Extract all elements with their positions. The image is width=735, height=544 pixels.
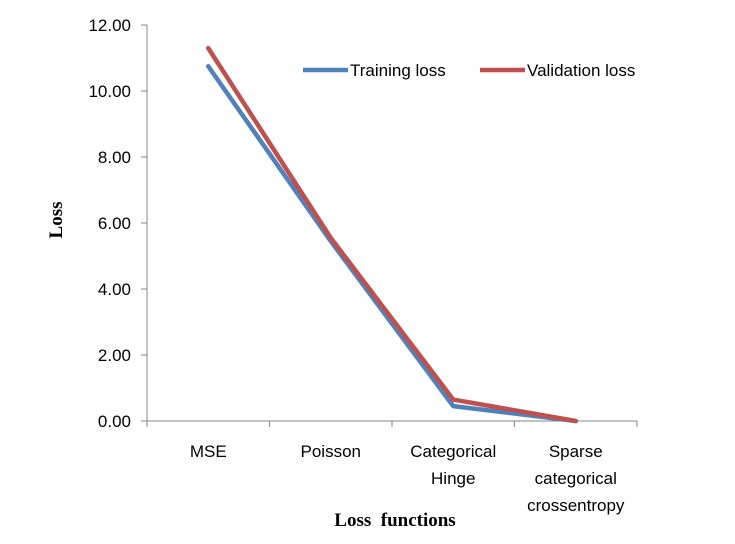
x-tick-label: Poisson	[301, 442, 361, 461]
series-layer	[206, 45, 578, 424]
y-tick-label: 8.00	[98, 148, 131, 167]
y-tick-label: 12.00	[88, 16, 131, 35]
x-tick-label: crossentropy	[527, 496, 625, 515]
series-line-training	[206, 64, 578, 424]
y-tick-label: 0.00	[98, 412, 131, 431]
y-tick-label: 4.00	[98, 280, 131, 299]
series-line-validation	[206, 45, 578, 424]
y-axis-title: Loss	[46, 202, 67, 239]
y-tick-label: 6.00	[98, 214, 131, 233]
x-tick-label: MSE	[190, 442, 227, 461]
x-tick-label: Hinge	[431, 469, 475, 488]
legend-label-validation: Validation loss	[527, 61, 635, 80]
x-tick-label: categorical	[535, 469, 617, 488]
legend: Training loss Validation loss	[303, 61, 635, 80]
x-tick-label: Categorical	[410, 442, 496, 461]
y-tick-label: 10.00	[88, 82, 131, 101]
x-axis: MSE Poisson Categorical Hinge Sparse categori…	[146, 420, 638, 515]
x-tick-label: Sparse	[549, 442, 603, 461]
legend-label-training: Training loss	[350, 61, 446, 80]
y-tick-label: 2.00	[98, 346, 131, 365]
y-axis: 0.00 2.00 4.00 6.00 8.00 10.00 12.00	[88, 16, 148, 431]
x-axis-title: Loss functions	[334, 510, 455, 531]
